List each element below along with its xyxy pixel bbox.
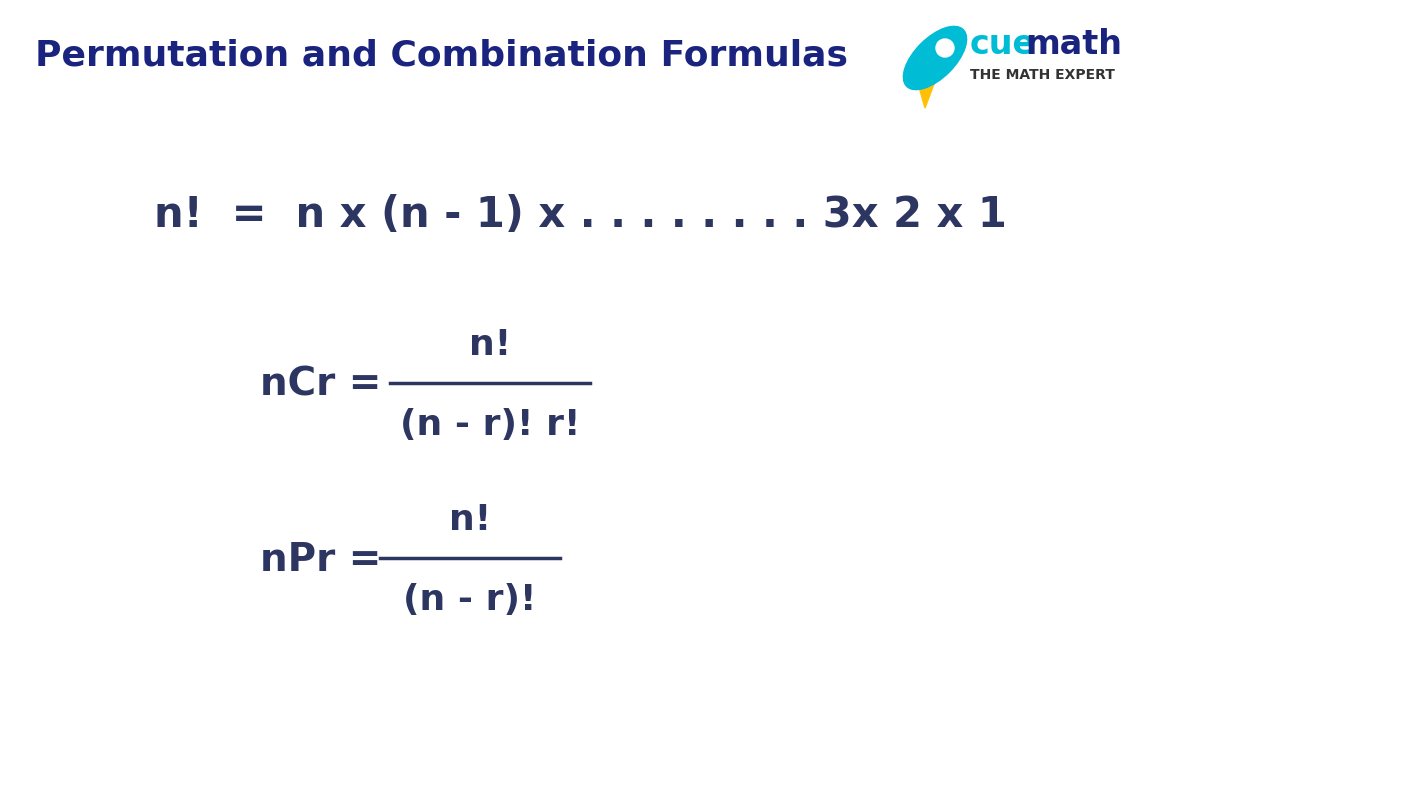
Text: n!  =  n x (n - 1) x . . . . . . . . 3x 2 x 1: n! = n x (n - 1) x . . . . . . . . 3x 2 … <box>153 194 1007 236</box>
Text: cue: cue <box>970 28 1036 61</box>
Text: n!: n! <box>469 328 511 362</box>
Text: (n - r)! r!: (n - r)! r! <box>400 408 580 442</box>
Text: (n - r)!: (n - r)! <box>403 583 536 617</box>
Text: nPr =: nPr = <box>260 541 382 579</box>
Polygon shape <box>917 76 936 108</box>
Ellipse shape <box>904 27 967 90</box>
Text: Permutation and Combination Formulas: Permutation and Combination Formulas <box>35 38 848 72</box>
Text: THE MATH EXPERT: THE MATH EXPERT <box>970 68 1115 82</box>
Text: math: math <box>1025 28 1122 61</box>
Circle shape <box>936 39 955 57</box>
Text: n!: n! <box>449 503 491 537</box>
Text: nCr =: nCr = <box>260 366 382 404</box>
